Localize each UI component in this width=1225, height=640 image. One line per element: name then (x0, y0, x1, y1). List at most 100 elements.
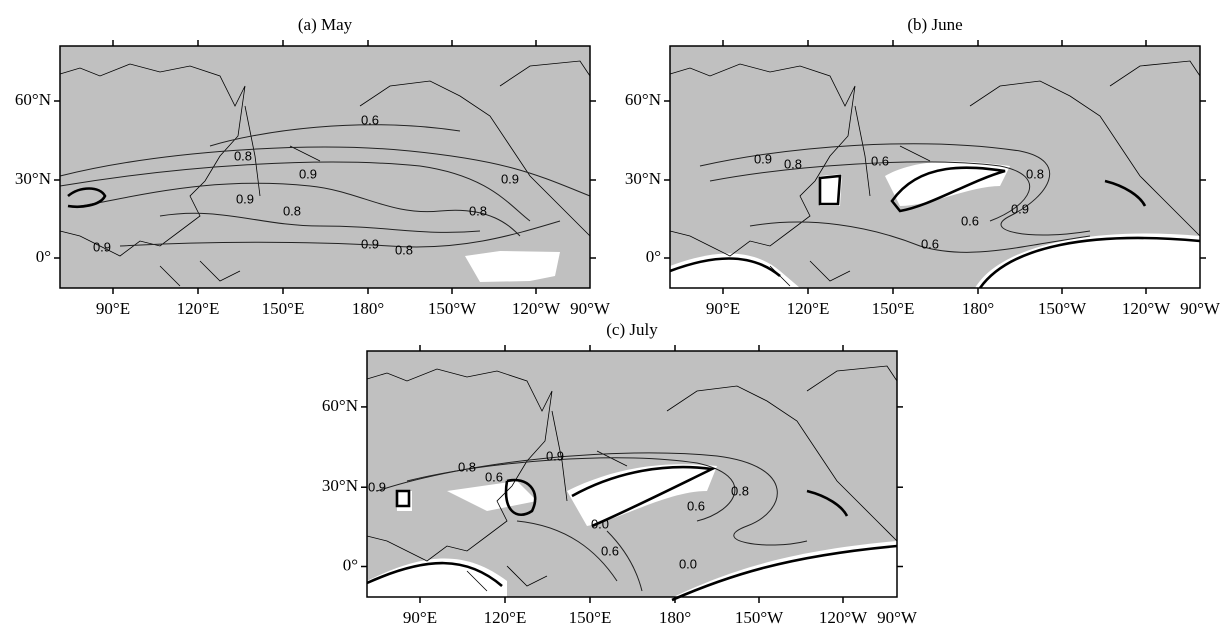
x-tick-label: 120°E (177, 299, 220, 318)
x-tick-label: 150°W (428, 299, 477, 318)
contour-line (209, 124, 461, 147)
contour-label: 0.8 (731, 483, 749, 498)
contour-label: 0.6 (871, 153, 889, 168)
y-tick-label: 0° (36, 247, 51, 266)
contour-label: 0.8 (469, 203, 487, 218)
contour-label: 0.9 (93, 239, 111, 254)
map-frame (59, 45, 591, 289)
contour-label: 0.9 (236, 191, 254, 206)
x-tick-label: 120°W (512, 299, 561, 318)
x-tick-label: 150°E (262, 299, 305, 318)
insignificant-region (820, 174, 842, 206)
coastline (59, 60, 591, 287)
insignificant-region (447, 481, 537, 511)
insignificant-region (465, 251, 560, 282)
x-tick-label: 150°E (569, 608, 612, 627)
zero-contour (890, 166, 1006, 213)
contour-label: 0.6 (601, 543, 619, 558)
contour-line (159, 212, 481, 233)
coastline (366, 365, 898, 592)
contour-label: 0.8 (234, 148, 252, 163)
x-tick-label: 90°E (96, 299, 130, 318)
y-tick-label: 0° (343, 555, 358, 574)
coastline (669, 60, 1201, 287)
contour-label: 0.6 (921, 236, 939, 251)
contour-line (406, 457, 736, 522)
contour-line (749, 221, 1091, 253)
x-tick-label: 180° (352, 299, 384, 318)
contour-line (59, 146, 591, 197)
map-background (60, 46, 590, 288)
y-tick-label: 60°N (15, 90, 51, 109)
contour-label: 0.8 (1026, 166, 1044, 181)
y-tick-label: 30°N (15, 169, 51, 188)
contour-label: 0.6 (687, 498, 705, 513)
panel-title: (b) June (907, 15, 962, 34)
zero-contour (571, 465, 717, 528)
insignificant-region (667, 541, 897, 600)
x-tick-label: 120°E (484, 608, 527, 627)
contour-label: 0.9 (368, 479, 386, 494)
contour-label: 0.9 (299, 166, 317, 181)
contour-line (376, 452, 808, 546)
insignificant-region (975, 233, 1200, 288)
map-panel: (a) May 0.6 0.8 0.9 0.9 0.8 0.8 0.9 0.9 0.8 0.9 90°… (15, 15, 611, 318)
contour-label: 0.6 (361, 112, 379, 127)
contour-label: 0.9 (546, 448, 564, 463)
contour-label: 0.0 (679, 556, 697, 571)
contour-label: 0.8 (784, 156, 802, 171)
map-panel: (b) June 0.9 0.8 0.6 0.8 0.9 0.6 0.6 90°E 120°E 15… (625, 15, 1221, 318)
x-tick-label: 90°W (570, 299, 611, 318)
contour-label: 0.9 (754, 151, 772, 166)
x-tick-label: 150°E (872, 299, 915, 318)
zero-contour (806, 489, 849, 517)
zero-contour (1104, 179, 1147, 207)
x-tick-label: 180° (962, 299, 994, 318)
contour-label: 0.8 (283, 203, 301, 218)
contour-label: 0.9 (361, 236, 379, 251)
x-tick-label: 150°W (735, 608, 784, 627)
x-tick-label: 90°W (877, 608, 918, 627)
zero-contour (818, 174, 842, 206)
panel-title: (c) July (606, 320, 658, 339)
x-tick-label: 90°E (706, 299, 740, 318)
insignificant-region (567, 464, 717, 526)
contour-line (119, 220, 561, 248)
contour-line (606, 530, 643, 592)
contour-line (516, 520, 618, 582)
map-frame (366, 350, 898, 598)
contour-label: 0.8 (458, 459, 476, 474)
contour-line (59, 161, 531, 222)
contour-label: 0.6 (485, 469, 503, 484)
contour-label: 0.8 (395, 242, 413, 257)
y-tick-label: 60°N (625, 90, 661, 109)
contour-label: 0.6 (961, 213, 979, 228)
zero-contour (504, 478, 537, 516)
panel-title: (a) May (298, 15, 353, 34)
map-panel: (c) July 0.8 0.6 0.9 0.9 0.0 0.6 0.8 0.6 0.0 90°E 1… (322, 320, 918, 627)
x-tick-label: 120°E (787, 299, 830, 318)
contour-line (709, 161, 1031, 222)
insignificant-region (885, 161, 1010, 206)
x-tick-label: 150°W (1038, 299, 1087, 318)
zero-contour (978, 236, 1201, 289)
zero-contour (669, 257, 781, 277)
map-frame (669, 45, 1201, 289)
contour-line (79, 182, 521, 237)
y-tick-label: 0° (646, 247, 661, 266)
y-tick-label: 60°N (322, 396, 358, 415)
contour-label: 0.0 (591, 516, 609, 531)
x-tick-label: 120°W (1122, 299, 1171, 318)
x-tick-label: 120°W (819, 608, 868, 627)
y-tick-label: 30°N (322, 476, 358, 495)
contour-label: 0.9 (1011, 201, 1029, 216)
contour-label: 0.9 (501, 171, 519, 186)
contour-line (699, 143, 1091, 236)
y-tick-label: 30°N (625, 169, 661, 188)
zero-contour (671, 544, 898, 602)
x-tick-label: 90°E (403, 608, 437, 627)
x-tick-label: 180° (659, 608, 691, 627)
zero-contour (366, 561, 503, 587)
zero-contour (67, 187, 107, 208)
